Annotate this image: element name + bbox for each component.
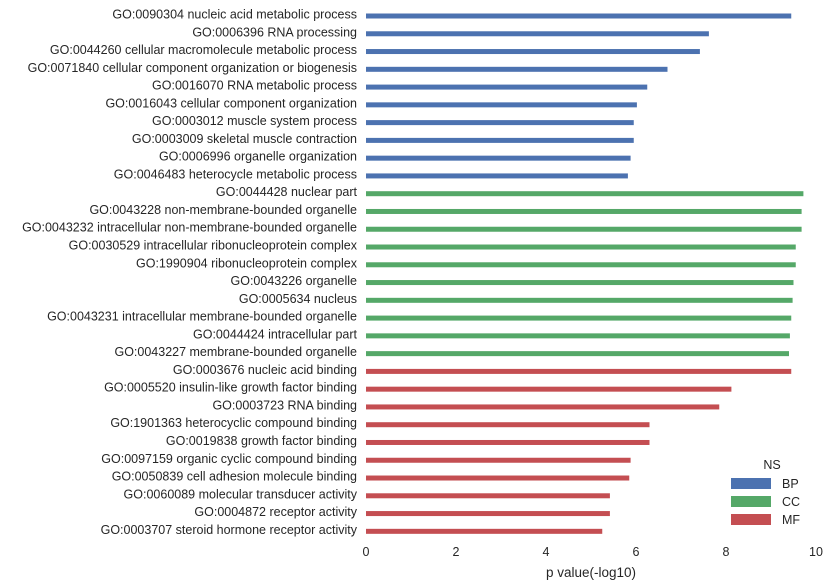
legend-title: NS (763, 458, 780, 472)
bar-go-0044260 (366, 49, 700, 55)
bar-go-0016043 (366, 102, 637, 108)
category-label: GO:1990904 ribonucleoprotein complex (136, 256, 358, 270)
bar-go-0043227 (366, 351, 789, 357)
category-label: GO:0003012 muscle system process (152, 114, 357, 128)
category-label: GO:0097159 organic cyclic compound bindi… (101, 452, 357, 466)
bar-go-0003009 (366, 137, 634, 143)
category-label: GO:0043231 intracellular membrane-bounde… (47, 310, 357, 324)
category-label: GO:0050839 cell adhesion molecule bindin… (112, 470, 357, 484)
bar-go-0003676 (366, 368, 792, 374)
bar-go-0006396 (366, 31, 709, 37)
category-label: GO:1901363 heterocyclic compound binding (110, 416, 357, 430)
category-label: GO:0044424 intracellular part (193, 327, 358, 341)
bar-go-0043231 (366, 315, 792, 321)
category-labels-group: GO:0090304 nucleic acid metabolic proces… (22, 8, 358, 537)
bar-go-0030529 (366, 244, 796, 250)
category-label: GO:0003723 RNA binding (212, 398, 357, 412)
bar-go-0005634 (366, 297, 793, 303)
category-label: GO:0090304 nucleic acid metabolic proces… (112, 8, 357, 22)
bar-go-0005520 (366, 386, 732, 392)
bar-go-0046483 (366, 173, 628, 179)
legend-label-cc: CC (782, 495, 800, 509)
bar-go-1990904 (366, 262, 796, 268)
category-label: GO:0003009 skeletal muscle contraction (132, 132, 357, 146)
category-label: GO:0043227 membrane-bounded organelle (114, 345, 357, 359)
bar-go-0071840 (366, 66, 668, 72)
bar-go-0003012 (366, 120, 634, 126)
bar-go-0006996 (366, 155, 631, 161)
bar-go-0003707 (366, 528, 603, 534)
legend-label-bp: BP (782, 477, 799, 491)
category-label: GO:0046483 heterocycle metabolic process (114, 167, 357, 181)
x-tick-label: 2 (453, 545, 460, 559)
bar-go-0043226 (366, 280, 794, 286)
x-axis-ticks-group: 0 2 4 6 8 10 (363, 545, 823, 559)
bar-go-0060089 (366, 493, 610, 499)
legend-swatch-cc (731, 496, 771, 507)
x-tick-label: 10 (809, 545, 823, 559)
bar-go-0019838 (366, 439, 650, 445)
bar-go-0004872 (366, 511, 610, 517)
category-label: GO:0005520 insulin-like growth factor bi… (104, 381, 357, 395)
legend-items: BP CC MF (731, 477, 800, 527)
bar-go-0043232 (366, 226, 802, 232)
category-label: GO:0030529 intracellular ribonucleoprote… (69, 239, 358, 253)
bar-go-0050839 (366, 475, 630, 481)
x-tick-label: 8 (723, 545, 730, 559)
bar-go-0090304 (366, 13, 792, 19)
bar-go-0043228 (366, 208, 802, 214)
legend-swatch-mf (731, 514, 771, 525)
category-label: GO:0044428 nuclear part (216, 185, 358, 199)
bar-go-0044428 (366, 191, 804, 197)
category-label: GO:0003676 nucleic acid binding (173, 363, 357, 377)
legend-label-mf: MF (782, 513, 800, 527)
x-axis-title: p value(-log10) (546, 565, 636, 580)
legend: NS BP CC MF (731, 458, 800, 527)
x-tick-label: 6 (633, 545, 640, 559)
category-label: GO:0043232 intracellular non-membrane-bo… (22, 221, 357, 235)
category-label: GO:0006396 RNA processing (192, 25, 357, 39)
bars-group (366, 13, 804, 534)
x-tick-label: 4 (543, 545, 550, 559)
bar-go-0044424 (366, 333, 790, 339)
bar-go-0097159 (366, 457, 631, 463)
bar-go-0003723 (366, 404, 720, 410)
category-label: GO:0016070 RNA metabolic process (152, 79, 357, 93)
bar-go-1901363 (366, 422, 650, 428)
category-label: GO:0019838 growth factor binding (166, 434, 357, 448)
x-tick-label: 0 (363, 545, 370, 559)
legend-swatch-bp (731, 478, 771, 489)
category-label: GO:0004872 receptor activity (194, 505, 357, 519)
bar-go-0016070 (366, 84, 648, 90)
category-label: GO:0043228 non-membrane-bounded organell… (89, 203, 357, 217)
category-label: GO:0043226 organelle (231, 274, 358, 288)
category-label: GO:0003707 steroid hormone receptor acti… (101, 523, 358, 537)
category-label: GO:0016043 cellular component organizati… (105, 96, 357, 110)
category-label: GO:0071840 cellular component organizati… (28, 61, 357, 75)
category-label: GO:0006996 organelle organization (159, 150, 357, 164)
category-label: GO:0044260 cellular macromolecule metabo… (50, 43, 357, 57)
category-label: GO:0005634 nucleus (239, 292, 357, 306)
category-label: GO:0060089 molecular transducer activity (124, 487, 358, 501)
